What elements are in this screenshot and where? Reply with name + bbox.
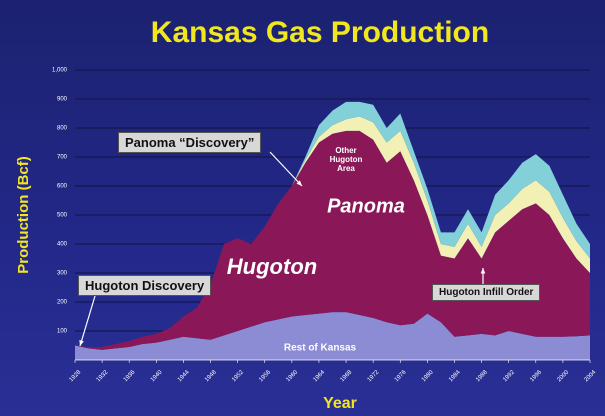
x-tick-label: 1932 (96, 369, 110, 383)
x-tick-label: 1980 (421, 369, 435, 383)
x-tick-label: 1944 (177, 369, 191, 383)
y-tick-label: 1,000 (52, 68, 68, 74)
x-tick-label: 1984 (448, 369, 462, 383)
area (75, 101, 590, 347)
series-label: Hugoton (227, 254, 317, 279)
y-tick-label: 900 (57, 97, 68, 103)
x-tick-label: 1960 (285, 369, 299, 383)
x-tick-label: 1992 (502, 369, 516, 383)
y-tick-label: 500 (57, 213, 68, 219)
x-tick-label: 2000 (556, 369, 570, 383)
y-tick-label: 700 (57, 155, 68, 161)
y-tick-label: 800 (57, 126, 68, 132)
x-tick-label: 1964 (313, 369, 327, 383)
x-tick-label: 1952 (231, 369, 245, 383)
arrow (269, 151, 303, 187)
y-tick-label: 100 (57, 329, 68, 335)
y-tick-label: 400 (57, 242, 68, 248)
x-tick-label: 1948 (204, 369, 218, 383)
x-tick-label: 1940 (150, 369, 164, 383)
x-tick-label: 1976 (394, 369, 408, 383)
x-tick-label: 1972 (367, 369, 381, 383)
arrow-head (296, 180, 302, 186)
x-axis-label: Year (323, 395, 357, 412)
x-tick-label: 1936 (123, 369, 137, 383)
y-tick-label: 300 (57, 271, 68, 277)
arrow (79, 295, 96, 347)
chart-title: Kansas Gas Production (151, 16, 489, 49)
y-axis-label: Production (Bcf) (15, 156, 32, 274)
area (75, 312, 590, 360)
x-tick-label: 2004 (584, 369, 598, 383)
series-label-box: Other Hugoton Area (329, 146, 363, 173)
y-tick-label: 600 (57, 184, 68, 190)
x-tick-label: 1928 (69, 369, 83, 383)
annotation: Hugoton Infill Order (432, 284, 541, 301)
arrow-head (79, 340, 84, 346)
series-label: Rest of Kansas (284, 343, 357, 354)
annotation: Hugoton Discovery (78, 275, 212, 296)
x-tick-label: 1988 (475, 369, 489, 383)
x-tick-label: 1968 (340, 369, 354, 383)
series-label: Other Hugoton Area (329, 146, 363, 173)
x-tick-label: 1996 (529, 369, 543, 383)
series-label: Panoma (327, 195, 405, 217)
x-tick-label: 1956 (258, 369, 272, 383)
annotation: Panoma “Discovery” (118, 132, 262, 153)
arrow-head (480, 268, 486, 274)
y-tick-label: 200 (57, 300, 68, 306)
